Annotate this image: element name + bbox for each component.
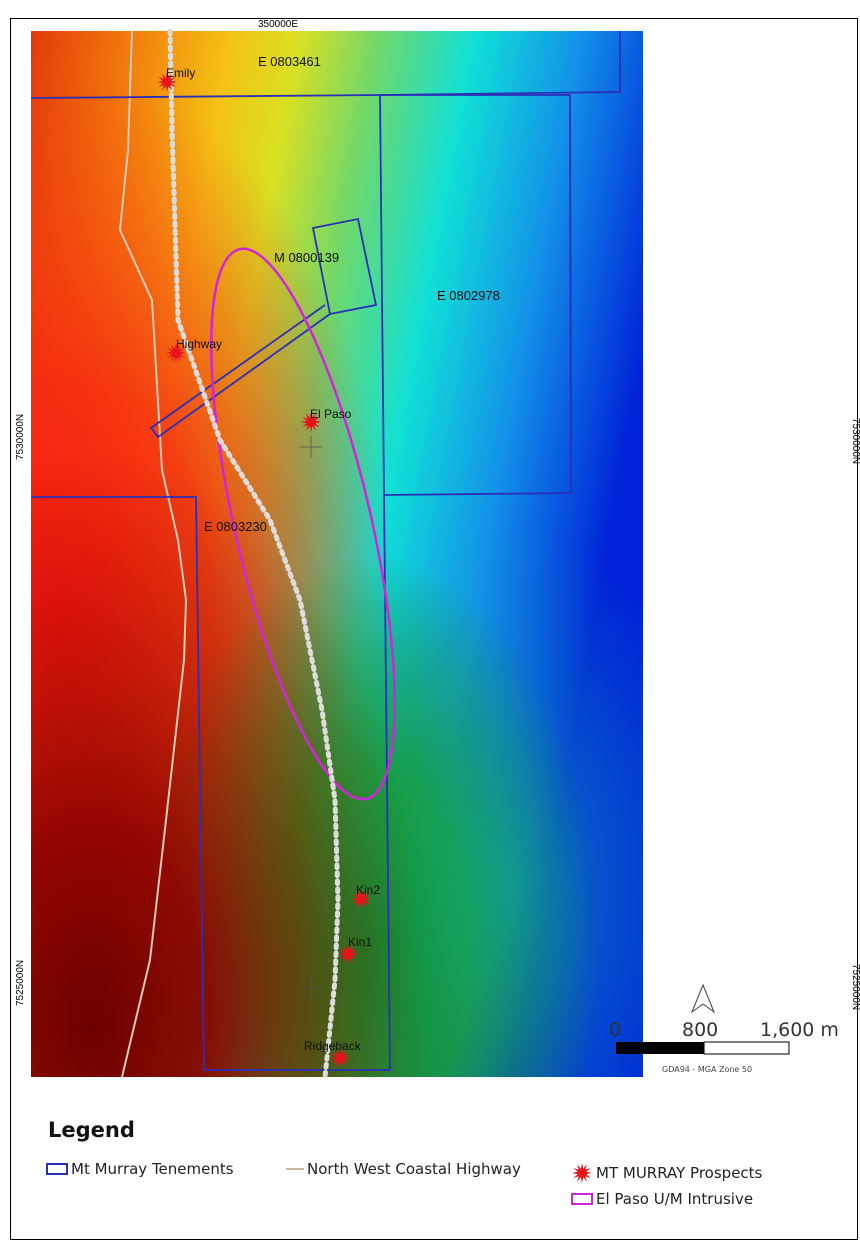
grid-label-left-b: 7525000N xyxy=(15,960,26,1006)
prospect-marker-ridgeback[interactable] xyxy=(330,1048,350,1068)
tenement-label-E0803461: E 0803461 xyxy=(258,54,321,69)
prospect-marker-emily[interactable] xyxy=(157,72,177,92)
intrusive-swatch-icon xyxy=(571,1193,593,1205)
legend-item-intrusive: El Paso U/M Intrusive xyxy=(571,1190,753,1208)
legend-item-prospects: MT MURRAY Prospects xyxy=(571,1162,762,1184)
grid-label-right-b: 7525000N xyxy=(850,964,860,1010)
prospect-marker-el-paso[interactable] xyxy=(301,412,321,432)
prospect-label-emily: Emily xyxy=(166,66,195,80)
grid-label-top: 350000E xyxy=(258,19,298,30)
map-frame xyxy=(10,18,858,1240)
magnetic-raster xyxy=(31,31,643,1077)
highway-swatch-icon xyxy=(286,1168,304,1170)
prospect-label-kin1: Kin1 xyxy=(348,935,372,949)
scale-label-1600: 1,600 m xyxy=(760,1019,839,1041)
tenement-E0803461 xyxy=(30,31,621,99)
prospect-label-el-paso: El Paso xyxy=(310,407,352,421)
grid-label-left-a: 7530000N xyxy=(15,414,26,460)
prospect-label-highway: Highway xyxy=(176,337,222,351)
tenement-M0800139 xyxy=(149,217,378,439)
grid-crosshairs xyxy=(300,436,322,998)
tenement-swatch-icon xyxy=(46,1163,68,1175)
tenement-label-M0800139: M 0800139 xyxy=(274,250,339,265)
tenement-label-E0802978: E 0802978 xyxy=(437,288,500,303)
tenement-E0803230 xyxy=(31,494,391,1071)
legend-title: Legend xyxy=(48,1118,135,1142)
prospect-marker-kin2[interactable] xyxy=(351,889,371,909)
prospect-star-icon xyxy=(572,1163,592,1183)
prospect-markers[interactable] xyxy=(157,72,371,1068)
prospect-marker-highway[interactable] xyxy=(166,343,186,363)
tenement-label-E0803230: E 0803230 xyxy=(204,519,267,534)
coastal-highway[interactable] xyxy=(118,30,188,1078)
el-paso-intrusive[interactable] xyxy=(173,234,432,814)
tenement-E0802978 xyxy=(379,94,572,496)
blank-area xyxy=(643,31,857,1077)
dotted-trend-line xyxy=(167,28,341,1080)
prospect-label-kin2: Kin2 xyxy=(356,883,380,897)
prospect-label-ridgeback: Ridgeback xyxy=(304,1039,362,1053)
prospect-marker-kin1[interactable] xyxy=(338,944,358,964)
tenement-boundaries[interactable] xyxy=(30,31,621,1071)
north-arrow-icon xyxy=(690,983,716,1014)
grid-label-right-a: 7530000N xyxy=(850,418,860,464)
scale-bar: 0 800 1,600 m GDA94 - MGA Zone 50 xyxy=(609,1019,839,1074)
datum-label: GDA94 - MGA Zone 50 xyxy=(662,1065,752,1074)
scale-label-800: 800 xyxy=(682,1019,718,1041)
scale-label-0: 0 xyxy=(609,1019,621,1041)
legend-item-tenements: Mt Murray Tenements xyxy=(46,1160,234,1178)
legend-item-highway: North West Coastal Highway xyxy=(286,1160,521,1178)
